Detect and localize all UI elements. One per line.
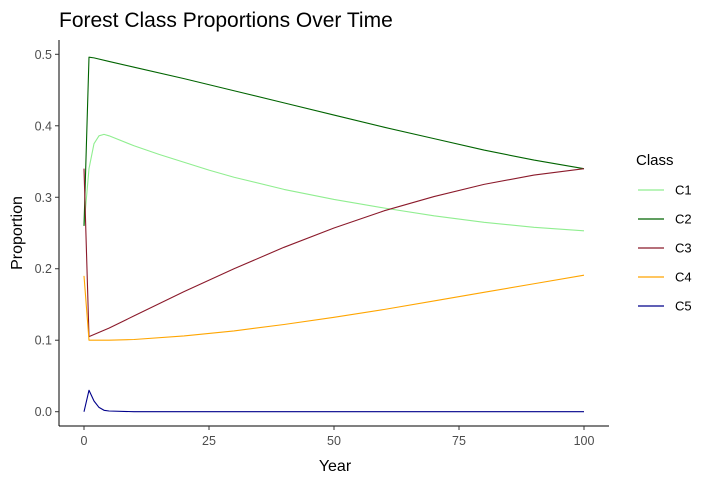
- x-tick-label: 50: [327, 434, 341, 448]
- x-axis-title: Year: [319, 458, 352, 475]
- x-tick-label: 0: [81, 434, 88, 448]
- y-axis-title: Proportion: [9, 196, 26, 270]
- y-tick-label: 0.3: [35, 191, 52, 205]
- y-tick-label: 0.2: [35, 262, 52, 276]
- legend-label-c5: C5: [675, 299, 692, 314]
- legend: Class C1 C2 C3 C4 C5: [636, 152, 692, 314]
- legend-label-c2: C2: [675, 212, 692, 227]
- chart-title: Forest Class Proportions Over Time: [59, 9, 393, 32]
- x-tick-label: 100: [574, 434, 595, 448]
- y-tick-label: 0.0: [35, 405, 52, 419]
- legend-title: Class: [636, 152, 674, 169]
- series-line-c3: [83, 168, 585, 338]
- y-tick-label: 0.5: [35, 48, 52, 62]
- series-line-c1: [83, 133, 585, 232]
- series-lines: [83, 56, 585, 413]
- legend-label-c4: C4: [675, 270, 692, 285]
- series-line-c5: [83, 389, 584, 413]
- axes: 0 25 50 75 100 0.0 0.1 0.2 0.3 0.4 0.5: [35, 40, 609, 448]
- y-tick-label: 0.4: [35, 119, 52, 133]
- x-tick-label: 25: [202, 434, 216, 448]
- y-tick-label: 0.1: [35, 334, 52, 348]
- series-line-c2: [83, 56, 585, 226]
- legend-label-c3: C3: [675, 241, 692, 256]
- x-tick-label: 75: [452, 434, 466, 448]
- series-line-c4: [83, 274, 585, 341]
- legend-label-c1: C1: [675, 183, 692, 198]
